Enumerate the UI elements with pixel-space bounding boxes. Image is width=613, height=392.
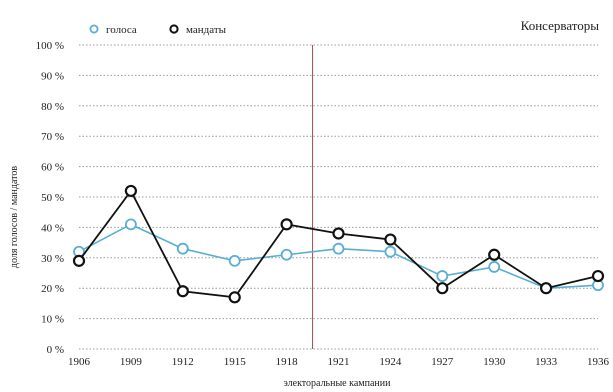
legend-marker-seats: [169, 24, 179, 34]
legend: голоса мандаты: [89, 24, 227, 36]
data-point-votes: [228, 254, 241, 267]
data-point-seats: [384, 233, 397, 246]
x-tick-label: 1921: [328, 356, 350, 368]
data-point-votes: [488, 261, 501, 273]
data-point-seats: [280, 218, 293, 231]
y-tick-label: 10 %: [41, 314, 64, 326]
y-tick-label: 20 %: [41, 283, 64, 295]
y-tick-label: 40 %: [41, 222, 64, 234]
y-tick-label: 80 %: [41, 101, 64, 113]
legend-label-votes: голоса: [106, 24, 137, 36]
data-point-votes: [280, 248, 293, 261]
data-point-seats: [332, 227, 345, 240]
y-tick-label: 90 %: [41, 70, 64, 82]
y-tick-label: 50 %: [41, 192, 64, 204]
x-tick-labels: 1906 1909 1912 1915 1918 1921 1924 1927 1930 1933…: [68, 356, 610, 368]
grid-layer: [79, 44, 598, 350]
data-point-votes: [436, 270, 449, 282]
data-point-seats: [488, 248, 501, 261]
x-axis-label: электоральные кампании: [284, 378, 392, 389]
x-tick-label: 1912: [172, 356, 194, 368]
y-tick-label: 30 %: [41, 253, 64, 265]
data-point-seats: [176, 285, 189, 298]
chart-title: Консерваторы: [521, 18, 600, 33]
x-tick-label: 1918: [276, 356, 299, 368]
data-point-votes: [124, 218, 137, 231]
x-tick-label: 1936: [587, 356, 610, 368]
legend-label-seats: мандаты: [186, 24, 227, 36]
x-tick-label: 1927: [431, 356, 454, 368]
data-point-votes: [332, 242, 345, 255]
data-point-seats: [72, 254, 86, 267]
data-point-seats: [436, 282, 449, 295]
x-tick-label: 1930: [483, 356, 506, 368]
x-tick-label: 1906: [68, 356, 91, 368]
y-tick-label: 70 %: [41, 131, 64, 143]
x-tick-label: 1915: [224, 356, 247, 368]
data-point-seats: [228, 291, 241, 304]
y-tick-label: 0 %: [47, 344, 64, 356]
series-layer: [72, 184, 605, 304]
x-tick-label: 1909: [120, 356, 143, 368]
y-axis-label: доля голосов / мандатов: [9, 166, 20, 269]
data-point-seats: [591, 269, 605, 283]
legend-marker-votes: [89, 24, 99, 34]
data-point-votes: [176, 242, 189, 255]
y-tick-label: 60 %: [41, 162, 64, 174]
data-point-seats: [124, 184, 137, 198]
y-tick-labels: 0 % 10 % 20 % 30 % 40 % 50 % 60 % 70 % 80 % 90 % 1…: [36, 40, 64, 356]
data-point-votes: [384, 245, 397, 258]
x-tick-label: 1924: [379, 356, 402, 368]
y-tick-label: 100 %: [36, 40, 64, 52]
x-tick-label: 1933: [535, 356, 558, 368]
data-point-seats: [539, 282, 553, 295]
